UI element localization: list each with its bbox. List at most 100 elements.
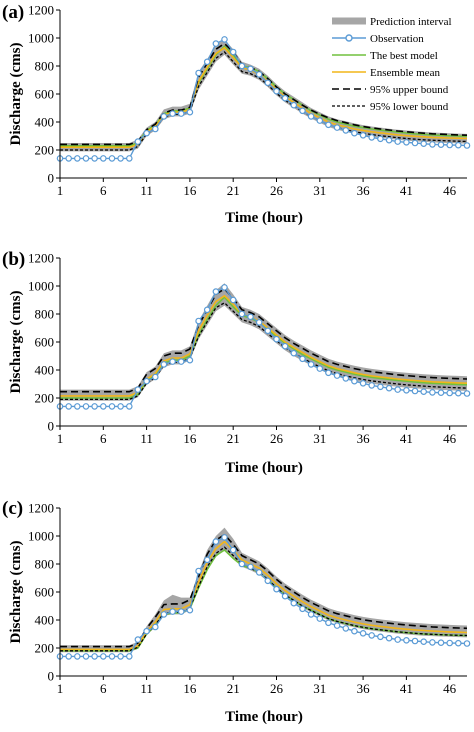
observation-point bbox=[143, 627, 150, 635]
observation-point bbox=[203, 556, 211, 564]
x-tick-label: 41 bbox=[400, 431, 413, 446]
observation-point bbox=[91, 653, 98, 660]
observation-point bbox=[333, 622, 341, 629]
observation-point bbox=[169, 358, 176, 365]
observation-point bbox=[273, 585, 280, 593]
y-tick-label: 600 bbox=[35, 87, 55, 102]
x-tick-label: 1 bbox=[57, 431, 64, 446]
panel-label: (c) bbox=[2, 498, 23, 519]
legend-observation: Observation bbox=[370, 33, 424, 45]
observation-point bbox=[117, 653, 124, 660]
observation-point bbox=[437, 389, 445, 397]
observation-point bbox=[377, 383, 384, 391]
observation-point bbox=[203, 58, 211, 66]
observation-point bbox=[186, 356, 194, 364]
prediction-interval-band bbox=[60, 39, 467, 152]
x-tick-label: 16 bbox=[183, 431, 197, 446]
observation-point bbox=[316, 365, 324, 372]
observation-point bbox=[82, 155, 90, 162]
legend-lower-bound: 95% lower bound bbox=[370, 101, 449, 113]
observation-point bbox=[195, 317, 202, 325]
panel-label: (b) bbox=[2, 249, 25, 270]
x-tick-label: 26 bbox=[270, 431, 284, 446]
observation-point bbox=[264, 577, 272, 585]
observation-point bbox=[463, 640, 471, 647]
observation-point bbox=[437, 141, 445, 149]
observation-point bbox=[65, 155, 73, 162]
observation-point bbox=[152, 623, 159, 631]
observation-point bbox=[212, 288, 220, 295]
observation-point bbox=[186, 108, 194, 116]
observation-point bbox=[316, 117, 324, 124]
x-tick-label: 41 bbox=[400, 681, 413, 696]
observation-point bbox=[177, 358, 185, 365]
legend: Prediction interval Observation The best… bbox=[332, 16, 452, 113]
observation-point bbox=[126, 155, 133, 162]
observation-point bbox=[377, 135, 384, 143]
observation-point bbox=[247, 313, 254, 321]
observation-point bbox=[100, 155, 107, 162]
x-tick-label: 6 bbox=[100, 183, 107, 198]
x-tick-label: 26 bbox=[270, 681, 284, 696]
legend-ensemble-mean: Ensemble mean bbox=[370, 67, 440, 79]
observation-point bbox=[255, 569, 263, 576]
observation-point bbox=[221, 284, 228, 291]
observation-point bbox=[403, 139, 410, 146]
x-tick-label: 1 bbox=[57, 183, 64, 198]
observation-point bbox=[299, 605, 306, 613]
x-axis-label: Time (hour) bbox=[225, 709, 303, 725]
observation-point bbox=[108, 403, 116, 410]
y-tick-label: 600 bbox=[35, 585, 55, 600]
observation-point bbox=[229, 546, 237, 554]
y-axis-label: Discharge (cms) bbox=[8, 43, 24, 146]
observation-point bbox=[117, 155, 124, 162]
observation-point bbox=[264, 327, 272, 335]
observation-point bbox=[359, 629, 367, 637]
y-tick-label: 400 bbox=[35, 613, 55, 628]
observation-point bbox=[403, 386, 410, 394]
observation-point bbox=[368, 632, 376, 639]
observation-point bbox=[394, 636, 402, 643]
observation-point bbox=[316, 615, 324, 622]
observation-point bbox=[446, 141, 454, 149]
observation-point bbox=[307, 361, 315, 368]
observation-point bbox=[74, 653, 81, 660]
x-axis-label: Time (hour) bbox=[225, 210, 303, 226]
x-tick-label: 21 bbox=[227, 681, 240, 696]
x-tick-label: 1 bbox=[57, 681, 64, 696]
y-tick-label: 400 bbox=[35, 115, 55, 130]
observation-point bbox=[177, 608, 185, 615]
observation-point bbox=[91, 403, 98, 410]
observation-point bbox=[273, 335, 280, 343]
x-tick-label: 46 bbox=[443, 431, 457, 446]
prediction-interval-band bbox=[60, 283, 467, 401]
observation-point bbox=[238, 310, 246, 318]
observation-point bbox=[290, 599, 298, 607]
observation-point bbox=[160, 113, 168, 120]
observation-point bbox=[169, 608, 176, 615]
observation-point bbox=[463, 142, 471, 149]
observation-point bbox=[281, 592, 289, 600]
observation-point bbox=[342, 625, 350, 632]
observation-point bbox=[65, 653, 73, 660]
y-tick-label: 600 bbox=[35, 335, 55, 350]
observation-point bbox=[186, 606, 194, 614]
observation-point bbox=[143, 129, 150, 137]
observation-point bbox=[281, 342, 289, 350]
series-line-ensemble-mean bbox=[60, 294, 468, 397]
observation-point bbox=[152, 125, 159, 133]
observation-point bbox=[108, 653, 116, 660]
y-tick-label: 0 bbox=[48, 171, 55, 186]
series-line-95-upper-bound bbox=[60, 287, 468, 393]
observation-point bbox=[255, 71, 263, 78]
y-tick-label: 200 bbox=[35, 391, 55, 406]
x-tick-label: 21 bbox=[227, 183, 240, 198]
observation-point bbox=[420, 388, 428, 396]
observation-point bbox=[203, 306, 211, 314]
observation-point bbox=[74, 403, 81, 410]
observation-point bbox=[463, 390, 471, 397]
